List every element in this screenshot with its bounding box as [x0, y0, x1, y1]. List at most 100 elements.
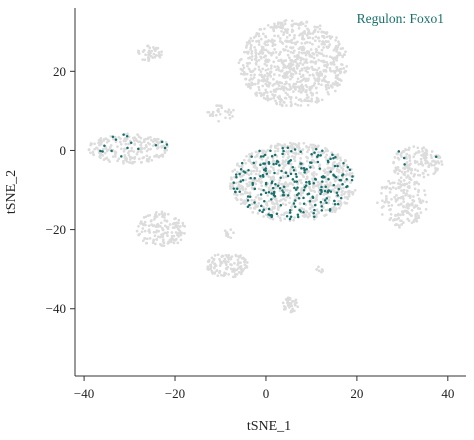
cell-point-1800	[337, 184, 341, 188]
cell-point-1942	[406, 169, 410, 173]
cell-point-1376	[324, 208, 328, 212]
cell-point-2098	[403, 209, 406, 213]
cell-point-691	[280, 98, 284, 102]
cell-point-616	[296, 80, 299, 84]
cell-point-1994	[420, 162, 424, 166]
cell-point-763	[342, 67, 346, 70]
cell-point-2148	[382, 205, 385, 208]
cell-point-1233	[299, 193, 303, 197]
cell-point-1557	[317, 190, 321, 194]
highlighted-cell-point-12	[333, 164, 337, 168]
cell-point-2007	[415, 151, 418, 155]
cell-point-1178	[288, 196, 292, 200]
highlighted-cell-point-155	[259, 174, 262, 178]
highlighted-cell-point-244	[129, 141, 133, 144]
cell-point-239	[329, 69, 333, 73]
cell-point-641	[298, 69, 302, 73]
cell-point-1487	[239, 202, 243, 206]
cell-point-2308	[153, 242, 157, 246]
cell-point-515	[326, 81, 329, 84]
cell-point-431	[285, 45, 288, 48]
cell-point-155	[312, 56, 316, 60]
cell-point-2497	[229, 228, 233, 231]
cell-point-1651	[265, 213, 268, 217]
cell-point-2183	[409, 178, 413, 182]
cell-point-758	[252, 36, 256, 39]
cell-point-872	[228, 116, 232, 120]
cell-point-2378	[216, 274, 220, 278]
cell-point-1695	[309, 196, 313, 200]
cell-point-736	[304, 41, 308, 44]
cell-point-1857	[272, 160, 276, 163]
cell-point-1732	[257, 196, 261, 200]
cell-point-836	[157, 51, 161, 54]
highlighted-cell-point-120	[313, 203, 317, 207]
cell-point-1722	[323, 201, 326, 205]
highlighted-cell-point-107	[334, 156, 337, 159]
cell-point-1319	[336, 177, 340, 181]
cell-point-1421	[296, 182, 300, 185]
cell-point-1044	[102, 139, 106, 142]
cell-point-2165	[383, 185, 387, 189]
cell-point-2276	[143, 220, 147, 224]
cell-point-782	[322, 79, 325, 82]
cell-point-1174	[281, 202, 285, 206]
cell-point-1648	[347, 189, 351, 193]
cell-point-611	[278, 81, 282, 84]
cell-point-2498	[229, 236, 233, 240]
highlighted-cell-point-26	[234, 173, 238, 176]
highlighted-cell-point-47	[253, 201, 256, 204]
cell-point-541	[254, 50, 258, 54]
cell-point-599	[288, 33, 292, 37]
cell-point-816	[335, 47, 339, 51]
cell-point-2235	[147, 224, 151, 228]
cell-point-1321	[249, 172, 253, 176]
cell-point-1849	[255, 166, 259, 170]
cell-point-904	[103, 151, 107, 155]
cell-point-1973	[424, 159, 428, 163]
highlighted-cell-point-143	[264, 167, 267, 170]
cell-point-1797	[292, 151, 295, 155]
cell-point-2331	[175, 225, 179, 229]
cell-point-623	[330, 85, 334, 89]
cell-point-332	[239, 72, 243, 76]
cell-point-633	[261, 46, 264, 50]
cell-point-186	[239, 57, 243, 61]
cell-point-865	[217, 119, 220, 123]
cell-point-1301	[250, 169, 253, 173]
highlighted-cell-point-144	[273, 153, 277, 157]
highlighted-cell-point-210	[332, 183, 336, 187]
cell-point-2333	[181, 224, 185, 227]
cell-point-2095	[388, 182, 392, 185]
cell-point-2450	[242, 268, 245, 271]
cell-point-2175	[398, 185, 402, 189]
cell-point-1490	[308, 207, 312, 211]
cell-point-800	[266, 83, 270, 87]
cell-point-2181	[401, 212, 405, 215]
highlighted-cell-point-202	[302, 196, 305, 200]
cell-point-1305	[272, 202, 276, 206]
cell-point-1405	[266, 156, 270, 160]
highlighted-cell-point-241	[111, 135, 115, 138]
highlighted-cell-point-220	[329, 157, 332, 161]
cell-point-551	[271, 51, 275, 54]
cell-point-704	[311, 73, 315, 76]
cell-point-2284	[160, 244, 164, 247]
cell-point-718	[322, 42, 325, 46]
cell-point-1366	[333, 179, 337, 183]
cell-point-686	[294, 70, 297, 74]
highlighted-cell-point-150	[312, 182, 315, 185]
cell-point-1936	[420, 153, 423, 157]
cell-point-1820	[250, 186, 254, 189]
cell-point-1437	[276, 171, 280, 175]
cell-point-322	[274, 99, 277, 103]
cell-point-665	[257, 43, 261, 46]
cell-point-19	[292, 82, 296, 86]
cell-point-215	[251, 39, 254, 43]
cell-point-1992	[416, 173, 420, 177]
cell-point-643	[292, 22, 296, 26]
cell-point-864	[147, 52, 151, 56]
cell-point-1830	[277, 169, 280, 172]
cell-point-423	[299, 104, 303, 107]
cell-point-2269	[172, 241, 176, 245]
